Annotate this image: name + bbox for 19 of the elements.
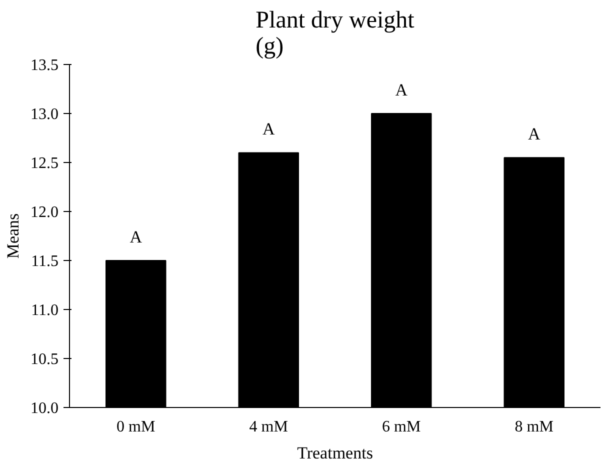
y-tick-label: 12.0 bbox=[30, 204, 58, 221]
y-tick-label: 13.0 bbox=[30, 106, 58, 123]
x-axis-title: Treatments bbox=[297, 444, 373, 462]
y-tick-label: 11.5 bbox=[31, 253, 58, 270]
x-tick-label: 8 mM bbox=[514, 418, 554, 436]
y-tick-label: 10.5 bbox=[30, 351, 58, 368]
y-tick-label: 13.5 bbox=[30, 57, 58, 74]
y-axis-title: Means bbox=[4, 213, 22, 259]
annotation: A bbox=[130, 228, 143, 246]
x-tick-label: 0 mM bbox=[116, 418, 156, 436]
annotation: A bbox=[395, 80, 408, 100]
annotation: A bbox=[262, 120, 276, 139]
y-tick-label: 12.5 bbox=[30, 155, 58, 172]
annotation: A bbox=[528, 124, 541, 144]
x-tick-label: 4 mM bbox=[249, 418, 288, 436]
x-tick-label: 6 mM bbox=[382, 418, 421, 436]
chart-title: Plant dry weight (g) bbox=[256, 8, 415, 60]
y-tick-label: 10.0 bbox=[30, 400, 58, 417]
y-tick-label: 11.0 bbox=[31, 302, 58, 319]
